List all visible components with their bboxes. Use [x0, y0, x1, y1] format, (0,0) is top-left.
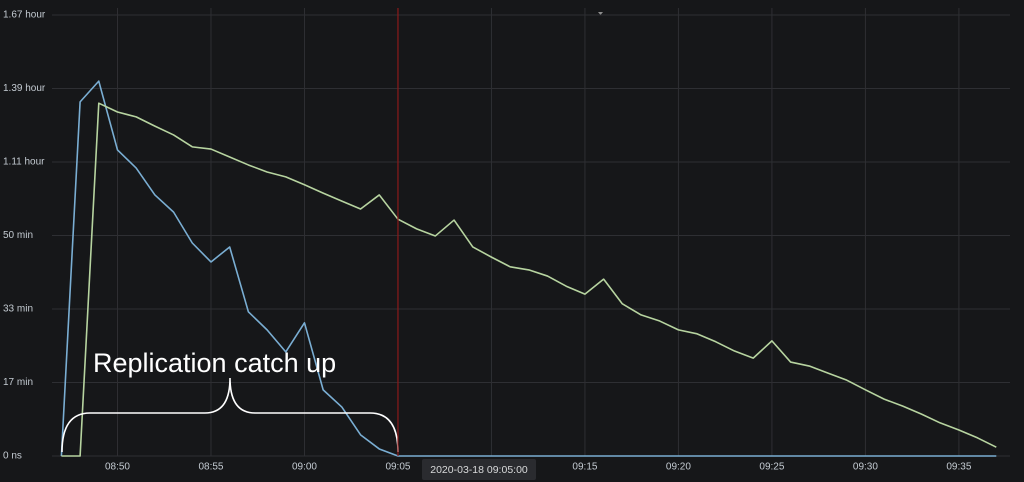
series-line [61, 102, 997, 457]
y-tick-label: 50 min [3, 230, 33, 241]
annotation-text: Replication catch up [93, 348, 336, 378]
x-tick-label: 09:25 [759, 462, 784, 473]
x-tick-label: 09:35 [946, 462, 971, 473]
x-tick-label: 09:15 [572, 462, 597, 473]
cursor-label-box [422, 459, 536, 480]
annotation-brace [61, 377, 399, 453]
x-tick-label: 09:00 [292, 462, 317, 473]
y-tick-label: 0 ns [3, 451, 22, 462]
grid: 0 ns 17 min 33 min 50 min 1.11 hour 1.39 hour… [3, 8, 1010, 473]
x-tick-label: 09:05 [385, 462, 410, 473]
series-lines [60, 80, 997, 457]
y-tick-label: 1.11 hour [3, 157, 45, 168]
cursor-label: 2020-03-18 09:05:00 [430, 464, 528, 476]
x-tick-label: 08:55 [198, 462, 223, 473]
y-tick-label: 33 min [3, 304, 33, 315]
panel-marker [598, 12, 603, 15]
x-tick-label: 09:30 [853, 462, 878, 473]
y-tick-label: 1.67 hour [3, 10, 46, 21]
cursor: 2020-03-18 09:05:00 [397, 8, 536, 480]
x-tick-label: 09:20 [666, 462, 691, 473]
y-tick-label: 1.39 hour [3, 83, 46, 94]
series-line [60, 80, 997, 457]
x-tick-label: 08:50 [105, 462, 130, 473]
y-tick-label: 17 min [3, 377, 33, 388]
